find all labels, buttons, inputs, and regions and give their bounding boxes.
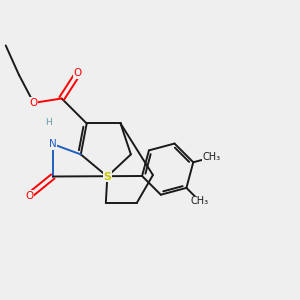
Text: CH₃: CH₃ [191,196,209,206]
Text: S: S [103,172,111,182]
Text: O: O [30,98,38,108]
Text: O: O [25,190,33,201]
Text: O: O [74,68,82,78]
Text: H: H [45,118,52,127]
Text: N: N [49,139,57,149]
Text: CH₃: CH₃ [203,152,221,162]
